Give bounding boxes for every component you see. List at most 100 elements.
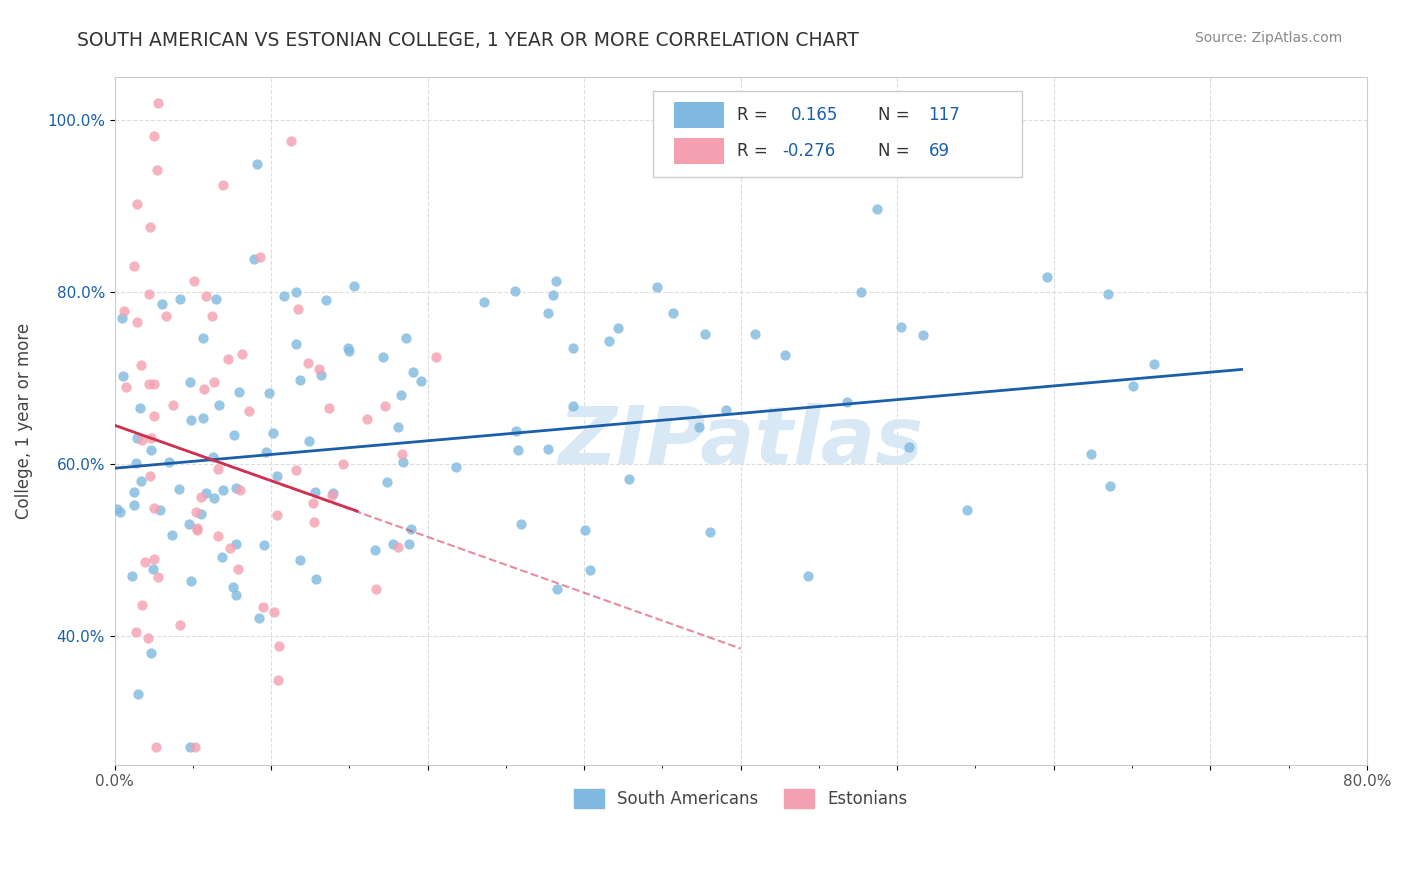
Point [371, 350, 394, 364]
Point [284, 463, 307, 477]
Point [267, 673, 290, 687]
Point [508, 442, 530, 457]
Point [225, 482, 247, 496]
Point [402, 365, 425, 379]
Point [193, 382, 215, 396]
Point [157, 455, 180, 469]
Point [1097, 287, 1119, 301]
Point [160, 528, 183, 542]
Point [262, 425, 284, 440]
Point [398, 537, 420, 551]
Point [194, 289, 217, 303]
Point [169, 292, 191, 306]
Point [186, 521, 208, 535]
Point [183, 274, 205, 288]
Point [290, 373, 312, 387]
Point [143, 409, 166, 423]
Point [211, 550, 233, 565]
Point [208, 398, 231, 412]
Point [217, 352, 239, 367]
Text: N =: N = [879, 106, 910, 124]
Point [139, 431, 162, 445]
Point [254, 445, 277, 459]
Point [212, 178, 235, 192]
Point [509, 516, 531, 531]
Point [207, 529, 229, 543]
Text: 69: 69 [928, 142, 949, 160]
Point [374, 399, 396, 413]
Point [222, 428, 245, 442]
Point [177, 517, 200, 532]
Point [1098, 479, 1121, 493]
Point [139, 220, 162, 235]
Point [245, 156, 267, 170]
Point [387, 540, 409, 554]
Point [252, 600, 274, 615]
Point [129, 474, 152, 488]
Point [195, 486, 218, 500]
Point [849, 285, 872, 299]
Point [219, 541, 242, 556]
Point [149, 503, 172, 517]
Point [202, 376, 225, 390]
Point [125, 456, 148, 470]
Point [617, 473, 640, 487]
Point [472, 294, 495, 309]
Point [202, 491, 225, 505]
Point [146, 570, 169, 584]
Point [259, 385, 281, 400]
Point [249, 250, 271, 264]
Point [155, 309, 177, 323]
Point [744, 327, 766, 342]
FancyBboxPatch shape [652, 91, 1022, 178]
Point [897, 440, 920, 454]
Point [139, 646, 162, 660]
Point [607, 321, 630, 335]
Point [561, 341, 583, 355]
Point [142, 376, 165, 391]
Point [337, 341, 360, 355]
Point [693, 326, 716, 341]
Point [1080, 447, 1102, 461]
Point [302, 496, 325, 510]
Text: R =: R = [737, 142, 768, 160]
Point [796, 569, 818, 583]
Point [201, 310, 224, 324]
Point [193, 411, 215, 425]
Point [122, 259, 145, 273]
Point [337, 343, 360, 358]
Point [387, 420, 409, 434]
Point [129, 358, 152, 372]
Text: N =: N = [879, 142, 910, 160]
Point [688, 419, 710, 434]
Point [322, 486, 344, 500]
Point [273, 289, 295, 303]
Point [115, 380, 138, 394]
Point [186, 523, 208, 537]
Point [1122, 379, 1144, 393]
Point [150, 297, 173, 311]
Text: R =: R = [737, 106, 768, 124]
Point [142, 562, 165, 576]
Point [139, 468, 162, 483]
Point [342, 279, 364, 293]
Point [143, 551, 166, 566]
Point [131, 598, 153, 612]
Point [890, 320, 912, 334]
Point [298, 434, 321, 449]
Point [302, 515, 325, 529]
Point [662, 306, 685, 320]
Point [409, 374, 432, 388]
Point [180, 413, 202, 427]
Point [366, 582, 388, 596]
Point [1036, 270, 1059, 285]
Point [546, 582, 568, 597]
Point [266, 508, 288, 522]
Point [793, 95, 815, 110]
Point [134, 555, 156, 569]
Point [541, 287, 564, 301]
Point [505, 424, 527, 438]
Point [162, 398, 184, 412]
Text: 0.165: 0.165 [790, 106, 838, 124]
Point [773, 348, 796, 362]
